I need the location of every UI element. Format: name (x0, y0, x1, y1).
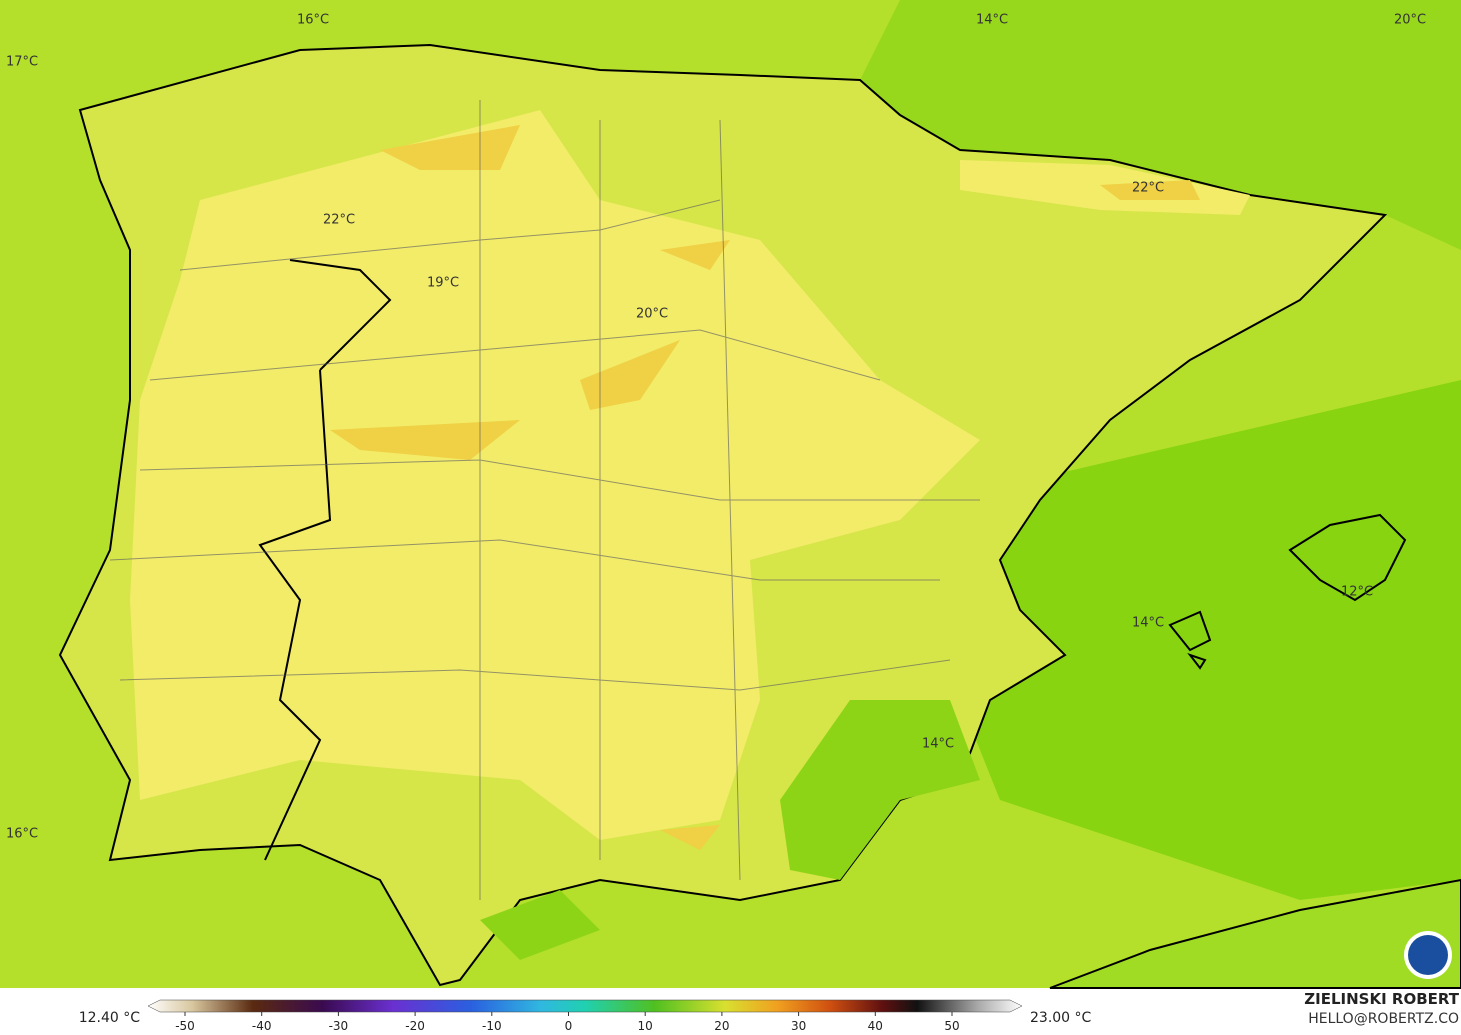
credit-email: HELLO@ROBERTZ.CO (1308, 1011, 1459, 1027)
north-africa (1049, 878, 1461, 989)
temp-label: 16°C (297, 13, 329, 28)
credit-name: ZIELINSKI ROBERT (1304, 990, 1459, 1008)
temp-label: 14°C (922, 737, 954, 752)
colorbar-min: 12.40 °C (79, 1010, 141, 1026)
temp-label: 16°C (6, 827, 38, 842)
temp-label: 20°C (636, 307, 668, 322)
warm-zone (130, 110, 980, 840)
colorbar-tick-label: 10 (638, 1019, 653, 1033)
colorbar-tick-label: -40 (252, 1019, 272, 1033)
colorbar-tick-label: 50 (944, 1019, 959, 1033)
temp-label: 12°C (1341, 585, 1373, 600)
colorbar-tick-label: 20 (714, 1019, 729, 1033)
colorbar-tick-label: -10 (482, 1019, 502, 1033)
noaa-logo-inner (1408, 935, 1448, 975)
colorbar: 12.40 °C 23.00 °C -50 -40 -30 -20 -10 0 10 20 30… (79, 999, 1092, 1033)
region-borders (109, 100, 980, 900)
colorbar-tick-label: 30 (791, 1019, 806, 1033)
temp-label: 14°C (976, 13, 1008, 28)
colorbar-max: 23.00 °C (1030, 1010, 1092, 1026)
temp-label: 14°C (1132, 616, 1164, 631)
colorbar-tick-label: -30 (329, 1019, 349, 1033)
balearic-islands (1168, 513, 1407, 670)
temp-label: 17°C (6, 55, 38, 70)
map-area: 16°C 14°C 20°C 17°C 22°C 19°C 20°C 22°C … (0, 0, 1461, 989)
temp-label: 22°C (1132, 181, 1164, 196)
temperature-labels: 16°C 14°C 20°C 17°C 22°C 19°C 20°C 22°C … (6, 13, 1426, 842)
cool-zone (480, 700, 980, 960)
colorbar-tick-label: -20 (405, 1019, 425, 1033)
temp-label: 19°C (427, 276, 459, 291)
border (258, 259, 392, 861)
france-region (860, 0, 1461, 250)
colorbar-gradient (147, 999, 1023, 1013)
temp-label: 20°C (1394, 13, 1426, 28)
colorbar-tick-label: 0 (565, 1019, 573, 1033)
colorbar-tick-label: 40 (868, 1019, 883, 1033)
temp-label: 22°C (323, 213, 355, 228)
colorbar-tick-label: -50 (175, 1019, 195, 1033)
